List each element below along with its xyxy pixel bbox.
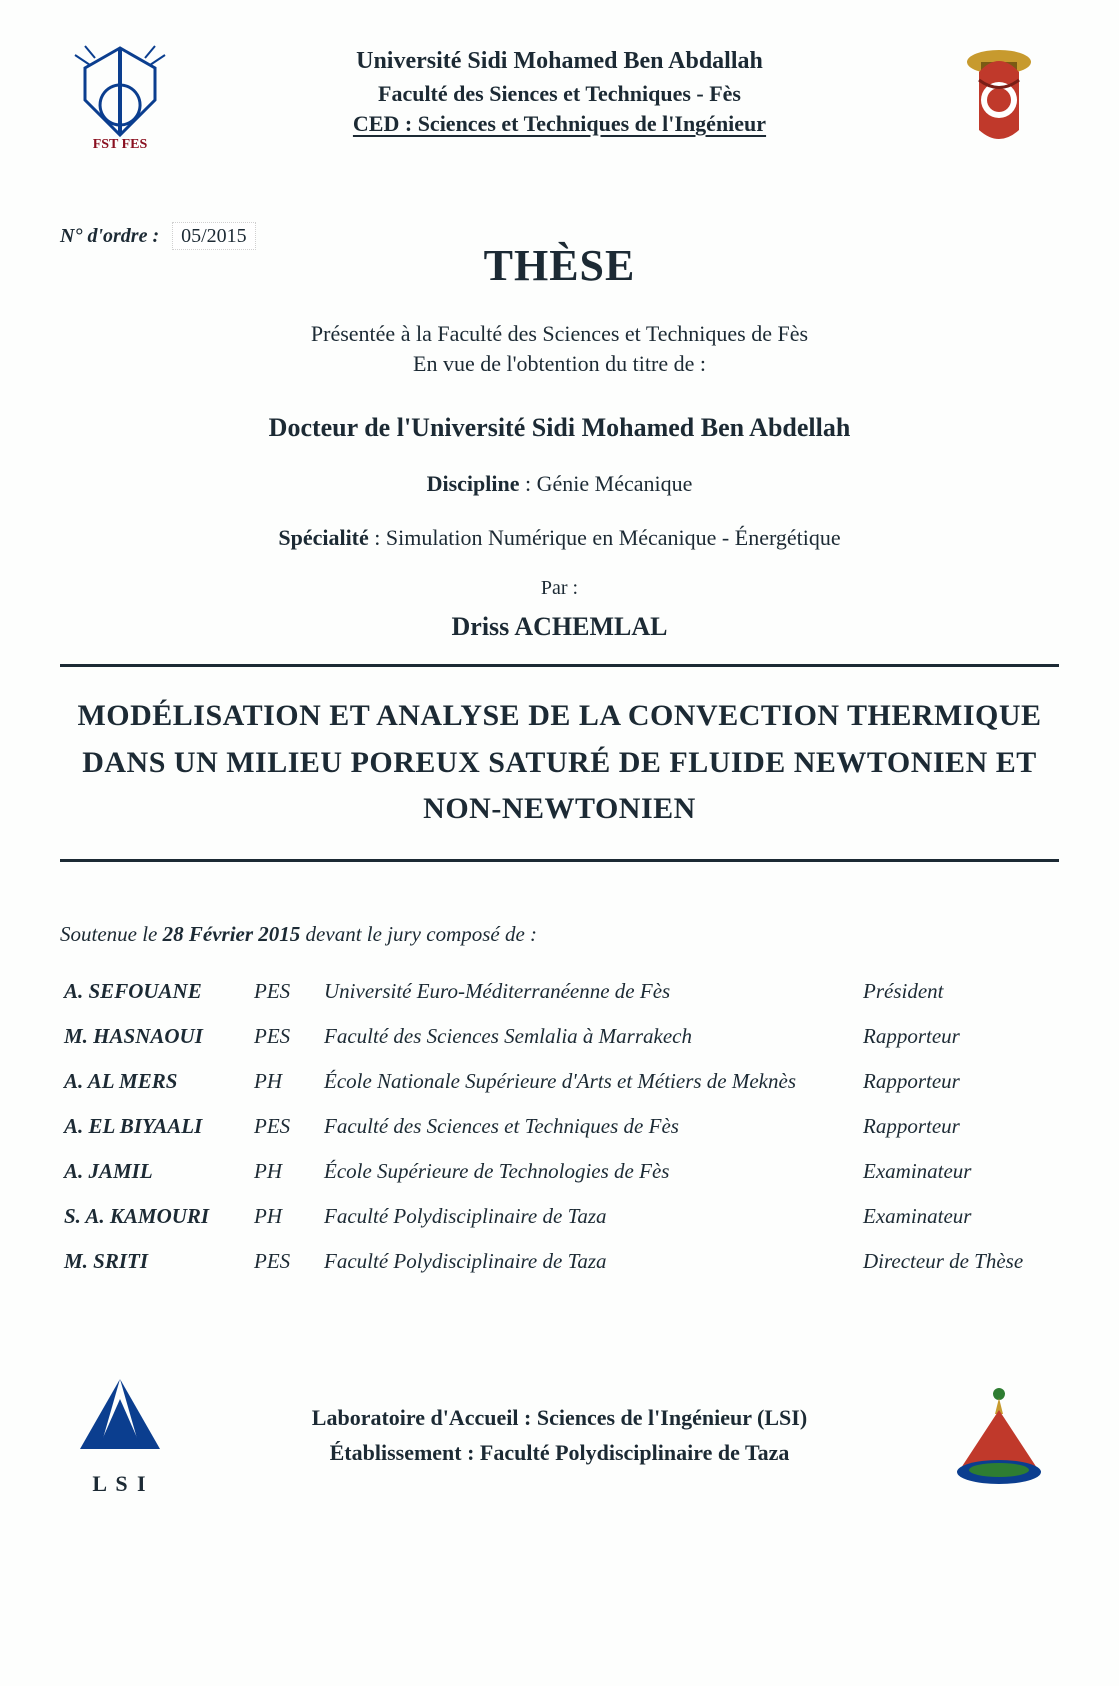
jury-role: Examinateur <box>859 1149 1059 1194</box>
left-logo-box: FST FES <box>60 40 180 155</box>
degree-line: Docteur de l'Université Sidi Mohamed Ben… <box>60 413 1059 443</box>
colon: : <box>525 471 537 496</box>
jury-grade: PES <box>250 1104 320 1149</box>
footer-center: Laboratoire d'Accueil : Sciences de l'In… <box>200 1400 919 1470</box>
jury-grade: PH <box>250 1194 320 1239</box>
university-name: Université Sidi Mohamed Ben Abdallah <box>200 48 919 75</box>
header-center: Université Sidi Mohamed Ben Abdallah Fac… <box>200 40 919 137</box>
ced-line: CED : Sciences et Techniques de l'Ingéni… <box>353 111 766 137</box>
jury-name: M. HASNAOUI <box>60 1014 250 1059</box>
lsi-logo-icon <box>70 1374 170 1464</box>
jury-affil: Faculté des Sciences Semlalia à Marrakec… <box>320 1014 859 1059</box>
jury-affil: Université Euro-Méditerranéenne de Fès <box>320 969 859 1014</box>
jury-grade: PES <box>250 1239 320 1284</box>
jury-row: A. JAMIL PH École Supérieure de Technolo… <box>60 1149 1059 1194</box>
jury-role: Rapporteur <box>859 1059 1059 1104</box>
jury-row: M. HASNAOUI PES Faculté des Sciences Sem… <box>60 1014 1059 1059</box>
jury-grade: PH <box>250 1059 320 1104</box>
document-header: FST FES Université Sidi Mohamed Ben Abda… <box>60 40 1059 155</box>
jury-grade: PES <box>250 969 320 1014</box>
jury-role: Rapporteur <box>859 1014 1059 1059</box>
jury-affil: Faculté des Sciences et Techniques de Fè… <box>320 1104 859 1149</box>
defense-suffix: devant le jury composé de : <box>306 922 538 946</box>
jury-name: A. AL MERS <box>60 1059 250 1104</box>
jury-name: A. EL BIYAALI <box>60 1104 250 1149</box>
jury-table: A. SEFOUANE PES Université Euro-Méditerr… <box>60 969 1059 1284</box>
jury-name: A. JAMIL <box>60 1149 250 1194</box>
jury-affil: École Nationale Supérieure d'Arts et Mét… <box>320 1059 859 1104</box>
jury-role: Président <box>859 969 1059 1014</box>
discipline-value: Génie Mécanique <box>537 471 693 496</box>
presented-line-1: Présentée à la Faculté des Sciences et T… <box>60 321 1059 347</box>
fst-caption: FST FES <box>93 137 148 150</box>
lsi-logo-box: L S I <box>60 1374 180 1497</box>
university-seal-icon <box>949 40 1049 150</box>
faculty-name: Faculté des Siences et Techniques - Fès <box>200 81 919 107</box>
jury-role: Rapporteur <box>859 1104 1059 1149</box>
speciality-value: Simulation Numérique en Mécanique - Éner… <box>386 525 841 550</box>
fp-taza-logo-icon <box>949 1380 1049 1490</box>
presented-line-2: En vue de l'obtention du titre de : <box>60 351 1059 377</box>
jury-row: S. A. KAMOURI PH Faculté Polydisciplinai… <box>60 1194 1059 1239</box>
jury-grade: PH <box>250 1149 320 1194</box>
document-footer: L S I Laboratoire d'Accueil : Sciences d… <box>60 1374 1059 1497</box>
thesis-block: THÈSE Présentée à la Faculté des Science… <box>60 240 1059 642</box>
thesis-title-box: MODÉLISATION ET ANALYSE DE LA CONVECTION… <box>60 664 1059 862</box>
defense-prefix: Soutenue le <box>60 922 157 946</box>
speciality-line: Spécialité : Simulation Numérique en Méc… <box>60 525 1059 551</box>
right-footer-logo-box <box>939 1380 1059 1490</box>
defense-date: 28 Février 2015 <box>163 922 301 946</box>
defense-line: Soutenue le 28 Février 2015 devant le ju… <box>60 922 1059 947</box>
order-label: N° d'ordre : <box>60 225 159 247</box>
jury-role: Directeur de Thèse <box>859 1239 1059 1284</box>
discipline-label: Discipline <box>427 471 520 496</box>
jury-row: A. SEFOUANE PES Université Euro-Méditerr… <box>60 969 1059 1014</box>
lab-line: Laboratoire d'Accueil : Sciences de l'In… <box>200 1400 919 1435</box>
establishment-line: Établissement : Faculté Polydisciplinair… <box>200 1435 919 1470</box>
colon: : <box>374 525 386 550</box>
fst-logo-icon: FST FES <box>70 40 170 150</box>
jury-name: M. SRITI <box>60 1239 250 1284</box>
jury-body: A. SEFOUANE PES Université Euro-Méditerr… <box>60 969 1059 1284</box>
jury-row: A. AL MERS PH École Nationale Supérieure… <box>60 1059 1059 1104</box>
jury-name: S. A. KAMOURI <box>60 1194 250 1239</box>
order-number: 05/2015 <box>172 222 256 250</box>
jury-row: M. SRITI PES Faculté Polydisciplinaire d… <box>60 1239 1059 1284</box>
discipline-line: Discipline : Génie Mécanique <box>60 471 1059 497</box>
jury-name: A. SEFOUANE <box>60 969 250 1014</box>
lsi-caption: L S I <box>70 1471 170 1497</box>
jury-affil: École Supérieure de Technologies de Fès <box>320 1149 859 1194</box>
author-name: Driss ACHEMLAL <box>60 612 1059 642</box>
jury-affil: Faculté Polydisciplinaire de Taza <box>320 1239 859 1284</box>
jury-grade: PES <box>250 1014 320 1059</box>
thesis-title: MODÉLISATION ET ANALYSE DE LA CONVECTION… <box>70 693 1049 833</box>
jury-role: Examinateur <box>859 1194 1059 1239</box>
jury-row: A. EL BIYAALI PES Faculté des Sciences e… <box>60 1104 1059 1149</box>
by-label: Par : <box>60 577 1059 600</box>
speciality-label: Spécialité <box>278 525 368 550</box>
jury-affil: Faculté Polydisciplinaire de Taza <box>320 1194 859 1239</box>
right-logo-box <box>939 40 1059 150</box>
